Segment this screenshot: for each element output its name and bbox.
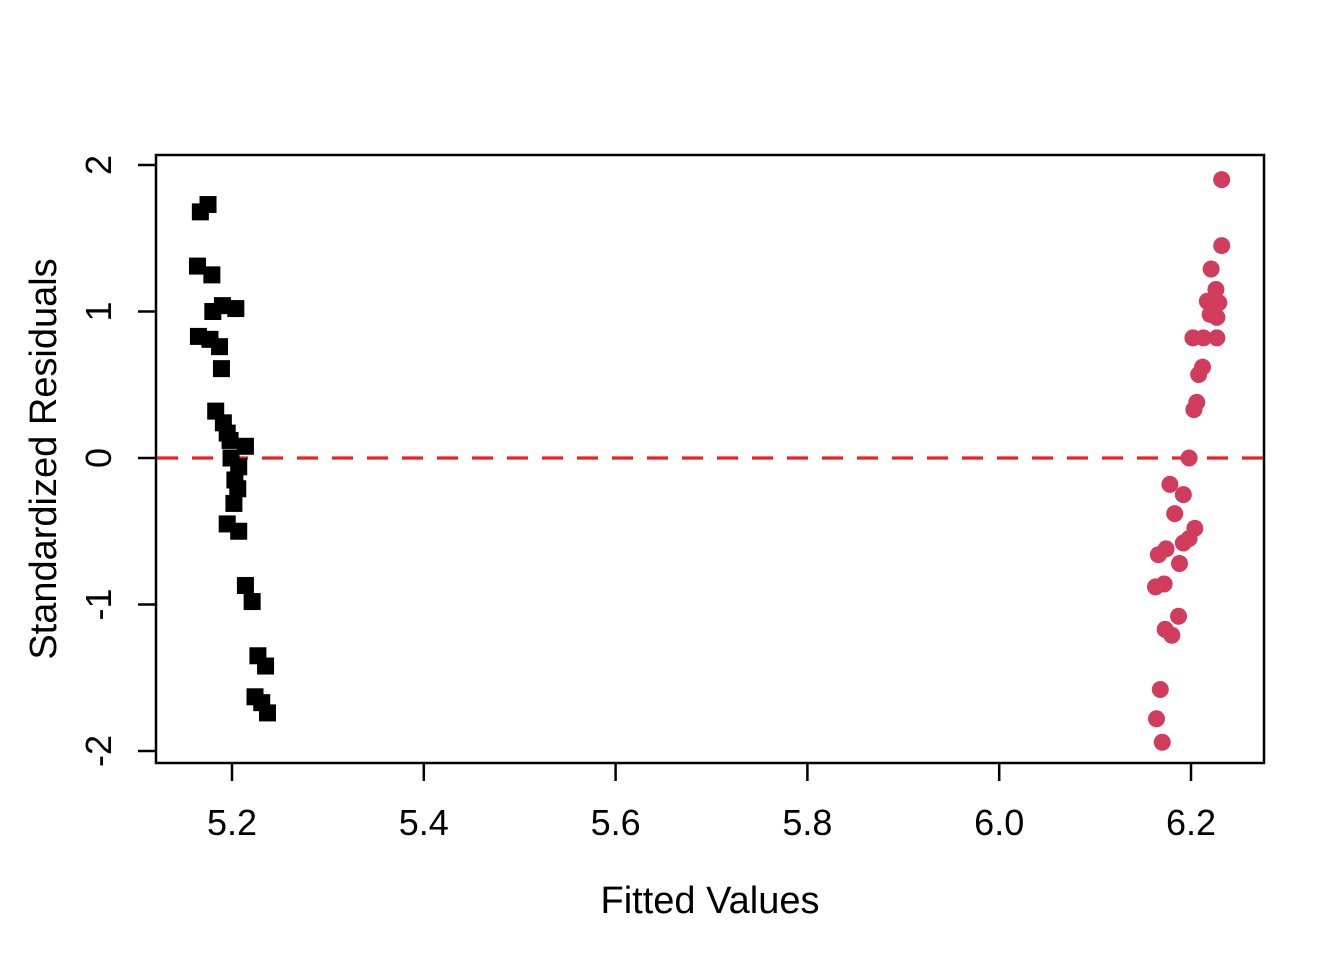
data-point-red-circle [1147, 710, 1165, 728]
y-tick-label: 1 [78, 301, 119, 321]
x-tick-label: 5.8 [782, 802, 832, 843]
data-point-red-circle [1210, 294, 1228, 312]
data-point-black-square [243, 593, 261, 611]
data-point-black-square [257, 657, 275, 675]
data-point-red-circle [1166, 505, 1184, 523]
data-point-black-square [230, 458, 248, 476]
data-point-red-circle [1174, 534, 1192, 552]
data-point-red-circle [1208, 329, 1226, 347]
data-point-red-circle [1185, 401, 1203, 419]
y-tick-label: -1 [78, 588, 119, 620]
data-point-black-square [236, 576, 254, 594]
data-point-black-square [212, 360, 230, 378]
data-point-black-square [204, 303, 222, 320]
x-axis-ticks: 5.2 5.4 5.6 5.8 6.0 6.2 [207, 763, 1216, 843]
data-point-black-square [236, 437, 254, 455]
data-point-red-circle [1151, 680, 1169, 698]
y-tick-label: 2 [78, 155, 119, 175]
plot-border [154, 153, 1266, 765]
data-point-red-circle [1170, 607, 1188, 625]
data-point-red-circle [1180, 449, 1198, 467]
data-point-black-square [229, 480, 247, 498]
data-point-red-circle [1213, 237, 1231, 255]
data-point-red-circle [1207, 281, 1225, 299]
x-tick-label: 5.2 [207, 802, 257, 843]
data-point-black-square [227, 300, 245, 318]
x-tick-label: 6.0 [974, 802, 1024, 843]
data-point-red-circle [1208, 308, 1226, 326]
y-axis-title: Standardized Residuals [23, 258, 65, 659]
data-point-red-circle [1213, 171, 1231, 189]
x-axis-title: Fitted Values [601, 880, 820, 922]
data-point-red-circle [1153, 733, 1171, 751]
data-points [188, 171, 1231, 751]
data-point-black-square [211, 338, 229, 356]
data-point-red-circle [1163, 626, 1181, 644]
data-point-red-circle [1170, 554, 1188, 572]
x-tick-label: 5.6 [591, 802, 641, 843]
x-tick-label: 5.4 [399, 802, 449, 843]
x-tick-label: 6.2 [1166, 802, 1216, 843]
data-point-red-circle [1202, 260, 1220, 278]
data-point-black-square [225, 494, 243, 512]
data-point-black-square [203, 266, 221, 284]
data-point-black-square [258, 704, 276, 722]
data-point-red-circle [1161, 475, 1179, 493]
data-point-red-circle [1174, 486, 1192, 504]
data-point-black-square [191, 203, 209, 221]
data-point-red-circle [1194, 329, 1212, 347]
y-axis-ticks: -2 -1 0 1 2 [78, 155, 156, 767]
data-point-black-square [188, 257, 206, 275]
y-tick-label: 0 [78, 448, 119, 468]
data-point-black-square [230, 522, 248, 540]
data-point-red-circle [1147, 578, 1165, 596]
data-point-red-circle [1149, 546, 1167, 564]
data-point-red-circle [1190, 365, 1208, 383]
y-tick-label: -2 [78, 735, 119, 767]
data-point-black-square [221, 431, 239, 449]
